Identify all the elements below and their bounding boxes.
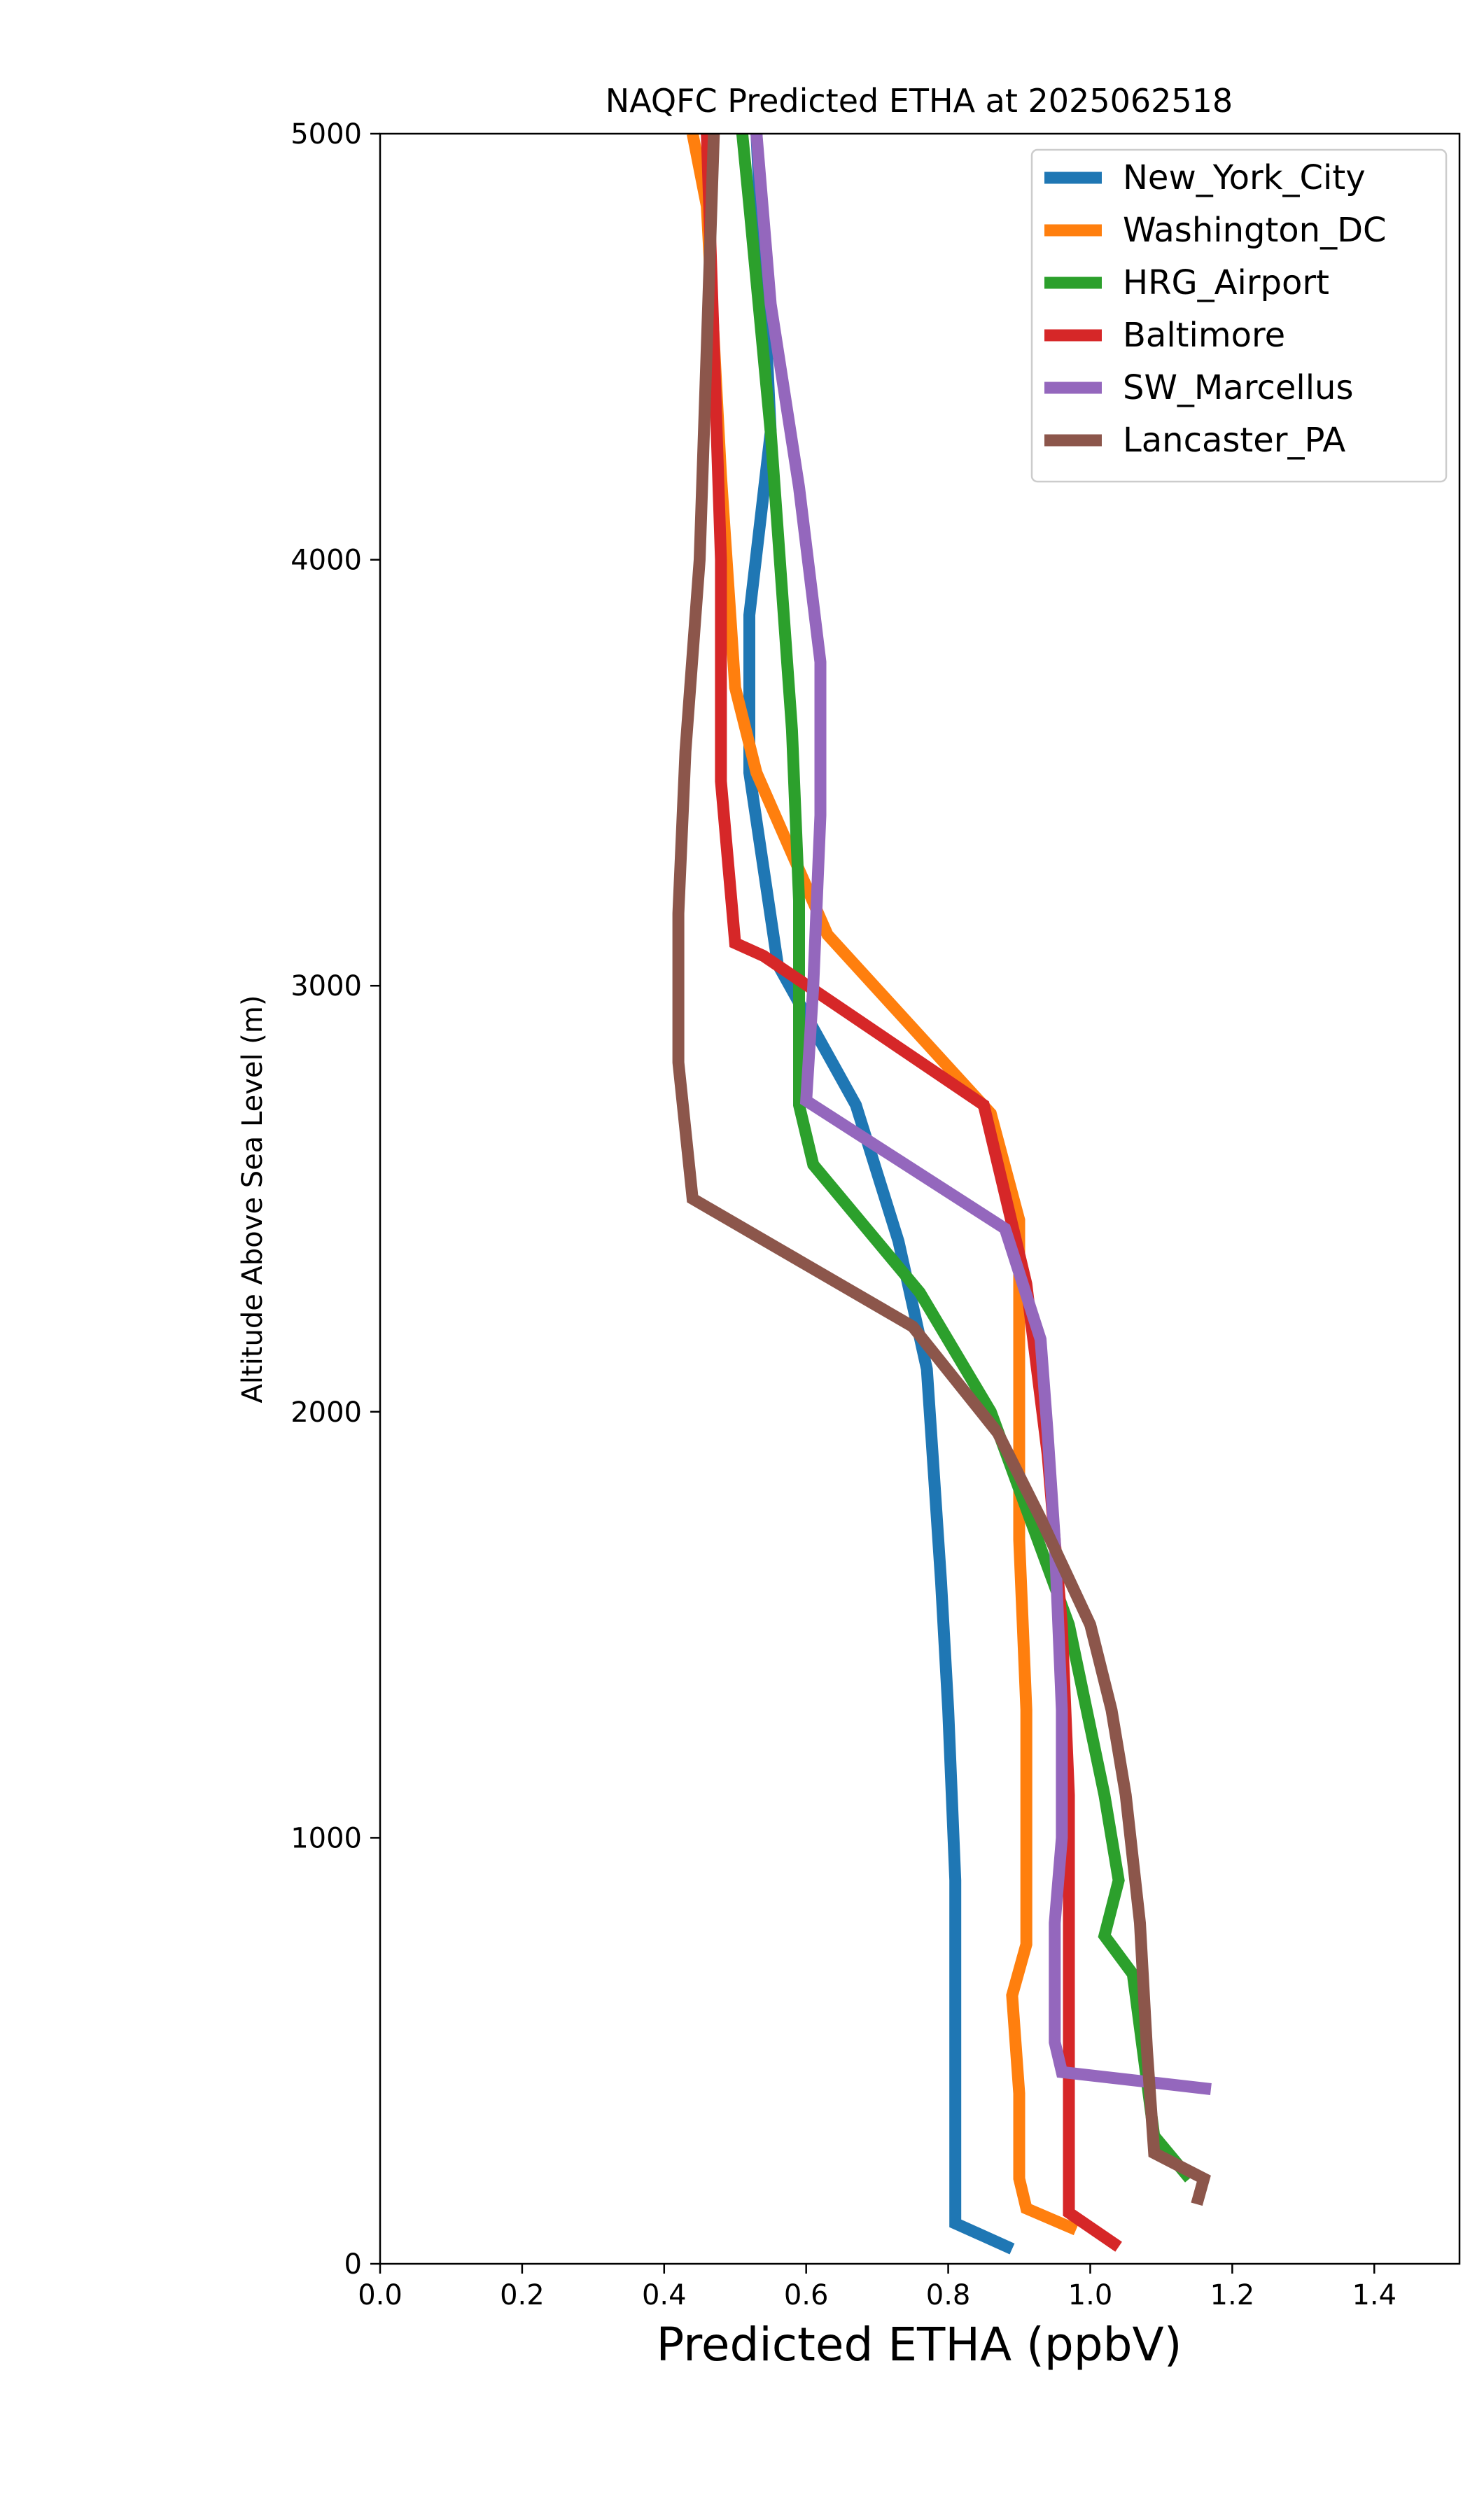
axes: 0.0 0.2 0.4 0.6 0.8 1.0 1.2 1.4 0 1000 2000 3000 400… bbox=[290, 118, 1461, 2311]
x-tick-label: 0.6 bbox=[784, 2279, 829, 2311]
legend-label: Baltimore bbox=[1123, 316, 1285, 355]
y-tick-label: 1000 bbox=[290, 1822, 362, 1854]
legend-label: New_York_City bbox=[1123, 158, 1366, 197]
legend-box bbox=[1030, 148, 1448, 483]
y-tick-label: 4000 bbox=[290, 545, 362, 577]
series-line-sw-marcellus bbox=[750, 134, 1212, 2095]
x-tick-label: 0.8 bbox=[926, 2279, 971, 2311]
legend-label: SW_Marcellus bbox=[1123, 368, 1353, 407]
x-tick-label: 0.2 bbox=[500, 2279, 545, 2311]
x-tick-label: 0.4 bbox=[642, 2279, 687, 2311]
legend-label: Lancaster_PA bbox=[1123, 421, 1345, 460]
y-tick-label: 2000 bbox=[290, 1396, 362, 1429]
legend-label: Washington_DC bbox=[1123, 211, 1387, 250]
x-tick-label: 1.2 bbox=[1210, 2279, 1255, 2311]
y-tick-label: 3000 bbox=[290, 970, 362, 1002]
x-tick-label: 1.4 bbox=[1352, 2279, 1396, 2311]
x-axis-label: Predicted ETHA (ppbV) bbox=[657, 2318, 1182, 2372]
series-line-lancaster-pa bbox=[672, 134, 1211, 2206]
plot-lines bbox=[672, 134, 1212, 2255]
x-tick-label: 0.0 bbox=[358, 2279, 402, 2311]
x-tick-label: 1.0 bbox=[1068, 2279, 1113, 2311]
series-line-washington-dc bbox=[687, 134, 1079, 2236]
plot-frame bbox=[379, 132, 1461, 2265]
y-tick-label: 5000 bbox=[290, 118, 362, 150]
series-line-hrg-airport bbox=[736, 134, 1195, 2183]
legend: New_York_City Washington_DC HRG_Airport Bal… bbox=[1030, 148, 1448, 483]
legend-label: HRG_Airport bbox=[1123, 263, 1329, 302]
chart-title: NAQFC Predicted ETHA at 2025062518 bbox=[606, 82, 1233, 120]
y-tick-label: 0 bbox=[344, 2248, 362, 2281]
y-axis-label: Altitude Above Sea Level (m) bbox=[237, 995, 269, 1404]
